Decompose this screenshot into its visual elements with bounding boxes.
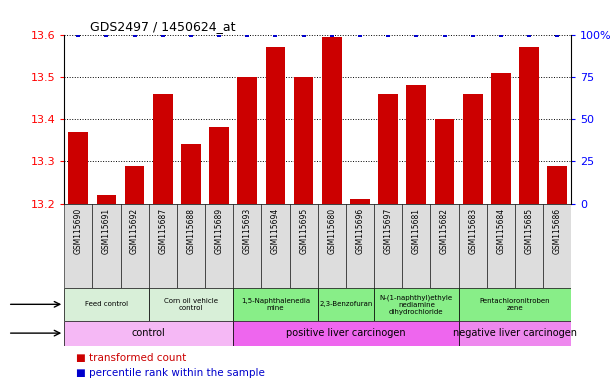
Text: GSM115691: GSM115691 xyxy=(102,208,111,254)
Bar xyxy=(148,288,233,321)
Bar xyxy=(177,204,205,288)
Text: negative liver carcinogen: negative liver carcinogen xyxy=(453,328,577,338)
Text: 2,3-Benzofuran: 2,3-Benzofuran xyxy=(319,301,373,307)
Text: 1,5-Naphthalenedia
mine: 1,5-Naphthalenedia mine xyxy=(241,298,310,311)
Bar xyxy=(64,288,148,321)
Text: Feed control: Feed control xyxy=(85,301,128,307)
Text: GSM115684: GSM115684 xyxy=(496,208,505,254)
Bar xyxy=(290,204,318,288)
Text: ■ transformed count: ■ transformed count xyxy=(76,353,186,363)
Bar xyxy=(181,144,201,204)
Text: GSM115695: GSM115695 xyxy=(299,208,308,254)
Bar xyxy=(430,204,459,288)
Bar xyxy=(318,204,346,288)
Text: GSM115688: GSM115688 xyxy=(186,208,196,254)
Text: GSM115680: GSM115680 xyxy=(327,208,336,254)
Bar xyxy=(350,199,370,204)
Text: GSM115697: GSM115697 xyxy=(384,208,393,254)
Bar xyxy=(125,166,144,204)
Text: GSM115682: GSM115682 xyxy=(440,208,449,254)
Bar xyxy=(374,288,459,321)
Text: GSM115690: GSM115690 xyxy=(74,208,82,254)
Text: GSM115696: GSM115696 xyxy=(356,208,365,254)
Bar xyxy=(459,288,571,321)
Text: GSM115687: GSM115687 xyxy=(158,208,167,254)
Bar xyxy=(402,204,430,288)
Text: Corn oil vehicle
control: Corn oil vehicle control xyxy=(164,298,218,311)
Bar xyxy=(209,127,229,204)
Text: positive liver carcinogen: positive liver carcinogen xyxy=(286,328,406,338)
Bar xyxy=(238,77,257,204)
Bar xyxy=(318,288,374,321)
Bar xyxy=(322,36,342,204)
Text: GSM115689: GSM115689 xyxy=(214,208,224,254)
Text: GSM115686: GSM115686 xyxy=(553,208,562,254)
Bar xyxy=(487,204,515,288)
Bar xyxy=(64,204,92,288)
Bar xyxy=(519,47,539,204)
Bar xyxy=(547,166,567,204)
Bar xyxy=(434,119,455,204)
Bar xyxy=(406,85,426,204)
Bar xyxy=(459,204,487,288)
Text: GSM115683: GSM115683 xyxy=(468,208,477,254)
Text: GSM115681: GSM115681 xyxy=(412,208,421,254)
Text: control: control xyxy=(132,328,166,338)
Bar xyxy=(120,204,148,288)
Text: ■ percentile rank within the sample: ■ percentile rank within the sample xyxy=(76,368,265,378)
Text: N-(1-naphthyl)ethyle
nediamine
dihydrochloride: N-(1-naphthyl)ethyle nediamine dihydroch… xyxy=(380,294,453,314)
Bar xyxy=(64,321,233,346)
Text: GSM115694: GSM115694 xyxy=(271,208,280,254)
Bar xyxy=(233,204,262,288)
Text: GSM115692: GSM115692 xyxy=(130,208,139,254)
Text: GDS2497 / 1450624_at: GDS2497 / 1450624_at xyxy=(90,20,235,33)
Bar xyxy=(491,73,511,204)
Bar xyxy=(266,47,285,204)
Bar xyxy=(459,321,571,346)
Text: GSM115693: GSM115693 xyxy=(243,208,252,254)
Bar xyxy=(463,94,483,204)
Bar xyxy=(153,94,173,204)
Bar xyxy=(515,204,543,288)
Text: GSM115685: GSM115685 xyxy=(524,208,533,254)
Bar xyxy=(148,204,177,288)
Bar xyxy=(262,204,290,288)
Text: Pentachloronitroben
zene: Pentachloronitroben zene xyxy=(480,298,551,311)
Bar xyxy=(233,288,318,321)
Bar xyxy=(378,94,398,204)
Bar xyxy=(233,321,459,346)
Bar xyxy=(92,204,120,288)
Bar xyxy=(346,204,374,288)
Bar xyxy=(97,195,116,204)
Bar xyxy=(68,132,88,204)
Bar xyxy=(205,204,233,288)
Bar xyxy=(543,204,571,288)
Bar xyxy=(294,77,313,204)
Bar xyxy=(374,204,402,288)
